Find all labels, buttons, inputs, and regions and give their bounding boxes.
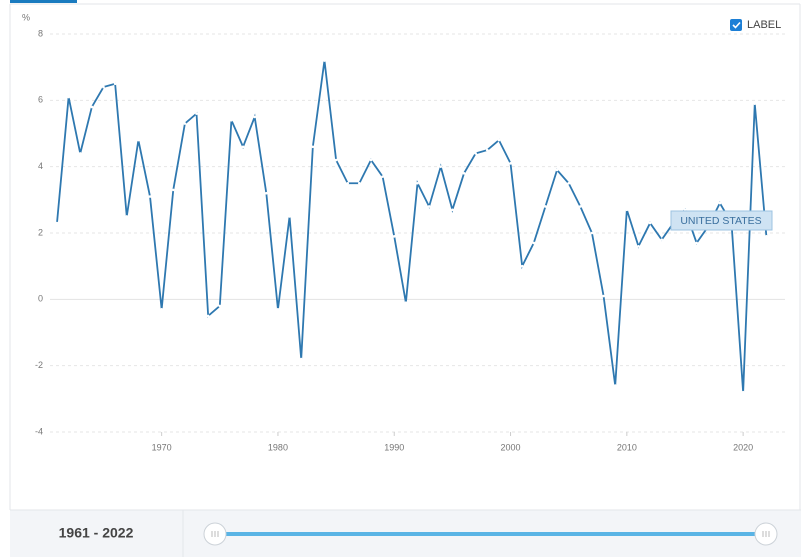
data-point <box>427 205 431 208</box>
data-point <box>451 208 454 212</box>
checkbox[interactable] <box>730 19 742 31</box>
series-line <box>56 60 768 393</box>
data-point <box>416 181 419 185</box>
data-point <box>579 205 582 208</box>
data-point <box>346 181 350 185</box>
range-label: 1961 - 2022 <box>59 525 134 541</box>
data-point <box>90 105 94 109</box>
data-point <box>358 181 361 185</box>
data-point <box>404 301 408 304</box>
data-point <box>253 115 256 119</box>
data-point <box>160 307 163 311</box>
data-point <box>381 175 384 178</box>
data-point <box>741 390 745 394</box>
data-point <box>509 162 512 165</box>
data-point <box>544 205 547 208</box>
data-point <box>474 152 477 155</box>
data-point <box>125 215 129 218</box>
check-mark <box>732 21 741 29</box>
y-tick-label: 4 <box>38 161 43 171</box>
data-point <box>625 208 629 212</box>
data-point <box>230 118 233 122</box>
data-point <box>55 221 59 225</box>
data-point <box>218 304 222 308</box>
series-tooltip: UNITED STATES <box>670 210 773 231</box>
x-tick-label: 2010 <box>617 442 637 452</box>
tooltip-box <box>670 210 773 231</box>
y-tick-label: 0 <box>38 294 43 304</box>
data-point <box>637 244 640 248</box>
data-point <box>311 145 315 149</box>
data-point <box>323 59 326 62</box>
data-point <box>497 138 501 142</box>
data-point <box>171 188 175 192</box>
data-point <box>683 208 687 212</box>
data-point <box>265 191 268 195</box>
handle-grip <box>211 531 770 537</box>
data-point <box>78 152 82 155</box>
data-point <box>439 165 443 168</box>
data-point <box>288 215 291 218</box>
y-tick-label: 2 <box>38 227 43 237</box>
data-point <box>183 122 187 125</box>
data-point <box>765 235 768 238</box>
data-point <box>660 238 664 241</box>
data-point <box>299 357 303 361</box>
data-point <box>334 158 338 162</box>
data-point <box>602 294 605 298</box>
x-tick-label: 1980 <box>268 442 288 452</box>
data-point <box>567 181 570 185</box>
y-tick-label: -2 <box>35 360 43 370</box>
data-point <box>485 148 489 152</box>
x-tick-label: 2020 <box>733 442 753 452</box>
data-point <box>392 235 396 238</box>
data-point <box>148 195 152 198</box>
data-point <box>718 201 722 205</box>
data-point <box>613 384 617 387</box>
data-point <box>137 138 140 142</box>
data-point <box>648 221 652 225</box>
data-point <box>206 314 210 318</box>
data-point <box>520 264 524 268</box>
data-point <box>195 112 198 115</box>
data-point <box>102 85 105 89</box>
data-point <box>113 82 117 86</box>
tooltip-label: UNITED STATES <box>680 215 761 227</box>
x-tick-label: 2000 <box>501 442 521 452</box>
y-tick-label: 8 <box>38 28 43 38</box>
y-tick-label: 6 <box>38 95 43 105</box>
data-point <box>67 95 70 99</box>
legend-label[interactable]: LABEL <box>747 19 781 31</box>
data-point <box>695 241 698 245</box>
x-tick-label: 1990 <box>384 442 404 452</box>
data-point <box>753 102 757 105</box>
data-point <box>276 307 280 311</box>
x-tick-label: 1970 <box>152 442 172 452</box>
data-point <box>590 231 594 235</box>
data-point <box>555 168 559 172</box>
data-point <box>369 158 373 162</box>
data-point <box>241 145 245 149</box>
active-tab[interactable] <box>10 0 77 3</box>
legend-checkbox[interactable]: LABEL <box>730 19 781 31</box>
y-axis-label: % <box>22 12 30 22</box>
data-point <box>462 172 466 175</box>
data-point <box>532 241 536 245</box>
y-tick-label: -4 <box>35 426 43 436</box>
